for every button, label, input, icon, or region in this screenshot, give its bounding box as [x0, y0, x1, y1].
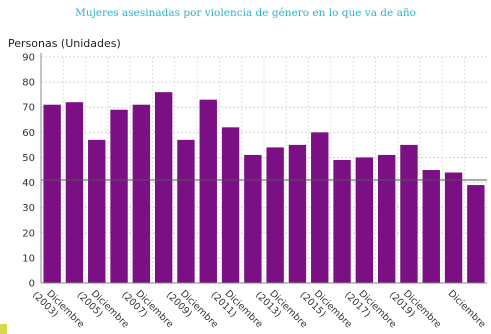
y-tick-label: 20 [22, 228, 35, 239]
bar [221, 127, 240, 283]
bar [266, 147, 284, 283]
bar [355, 157, 374, 283]
bar [132, 104, 151, 283]
bar [199, 99, 217, 283]
x-tick-label: Diciembre(2019) [387, 288, 443, 330]
y-tick-label: 60 [22, 128, 35, 139]
bar [377, 154, 396, 283]
x-tick-label: Diciembre(2013) [253, 288, 309, 330]
y-tick-label: 40 [22, 178, 35, 189]
x-tick-label: Diciembre(2015) [298, 288, 354, 330]
x-tick-label: Diciembre(2009) [164, 288, 220, 330]
bar [311, 132, 329, 283]
y-axis-label: Personas (Unidades) [8, 37, 121, 50]
y-tick-label: 30 [22, 203, 35, 214]
bar [400, 144, 418, 283]
bar [65, 102, 84, 283]
x-tick-label: Diciembre(2003) [30, 288, 86, 330]
x-tick-label: Diciembre(2007) [119, 288, 175, 330]
bar [110, 109, 128, 283]
x-tick-label: Diciembre [446, 288, 488, 330]
y-tick-label: 70 [22, 103, 35, 114]
y-tick-label: 0 [29, 279, 35, 290]
corner-marker [0, 324, 7, 334]
x-tick-label: Diciembre(2011) [208, 288, 264, 330]
bar [154, 92, 173, 284]
bar [288, 144, 307, 283]
x-tick-label: Diciembre(2017) [342, 288, 398, 330]
x-tick-label: Diciembre(2005) [75, 288, 131, 330]
chart-title: Mujeres asesinadas por violencia de géne… [75, 7, 416, 19]
bar [422, 170, 440, 283]
y-tick-label: 90 [22, 53, 35, 64]
bar [244, 154, 262, 283]
y-tick-label: 10 [22, 253, 35, 264]
x-tick-label-line: Diciembre [446, 288, 488, 330]
bar [467, 185, 485, 283]
y-tick-label: 80 [22, 78, 35, 89]
bar [88, 139, 106, 283]
bar [444, 172, 463, 283]
y-tick-label: 50 [22, 153, 35, 164]
bar [43, 104, 61, 283]
bar [177, 139, 195, 283]
bar [333, 159, 351, 283]
